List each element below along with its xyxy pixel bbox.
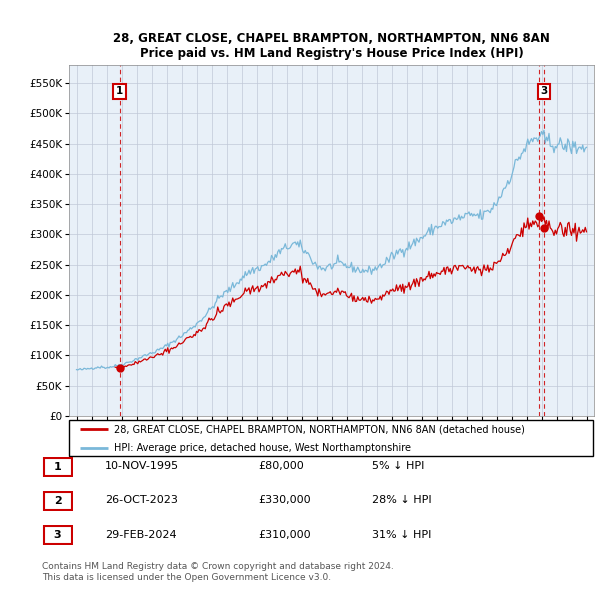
Text: £310,000: £310,000 [258,530,311,539]
Text: 10-NOV-1995: 10-NOV-1995 [105,461,179,471]
Text: 5% ↓ HPI: 5% ↓ HPI [372,461,424,471]
Text: 3: 3 [541,86,548,96]
Text: £330,000: £330,000 [258,496,311,505]
Text: 1: 1 [54,462,61,471]
Text: 2: 2 [54,496,61,506]
Text: 26-OCT-2023: 26-OCT-2023 [105,496,178,505]
FancyBboxPatch shape [69,419,593,457]
FancyBboxPatch shape [44,458,71,476]
Text: HPI: Average price, detached house, West Northamptonshire: HPI: Average price, detached house, West… [113,442,410,453]
FancyBboxPatch shape [44,492,71,510]
Text: 31% ↓ HPI: 31% ↓ HPI [372,530,431,539]
FancyBboxPatch shape [44,526,71,544]
Title: 28, GREAT CLOSE, CHAPEL BRAMPTON, NORTHAMPTON, NN6 8AN
Price paid vs. HM Land Re: 28, GREAT CLOSE, CHAPEL BRAMPTON, NORTHA… [113,32,550,60]
Text: 29-FEB-2024: 29-FEB-2024 [105,530,176,539]
Text: 28, GREAT CLOSE, CHAPEL BRAMPTON, NORTHAMPTON, NN6 8AN (detached house): 28, GREAT CLOSE, CHAPEL BRAMPTON, NORTHA… [113,424,524,434]
Text: 3: 3 [54,530,61,540]
Text: Contains HM Land Registry data © Crown copyright and database right 2024.
This d: Contains HM Land Registry data © Crown c… [42,562,394,582]
Text: 28% ↓ HPI: 28% ↓ HPI [372,496,431,505]
Text: £80,000: £80,000 [258,461,304,471]
Text: 1: 1 [116,86,123,96]
